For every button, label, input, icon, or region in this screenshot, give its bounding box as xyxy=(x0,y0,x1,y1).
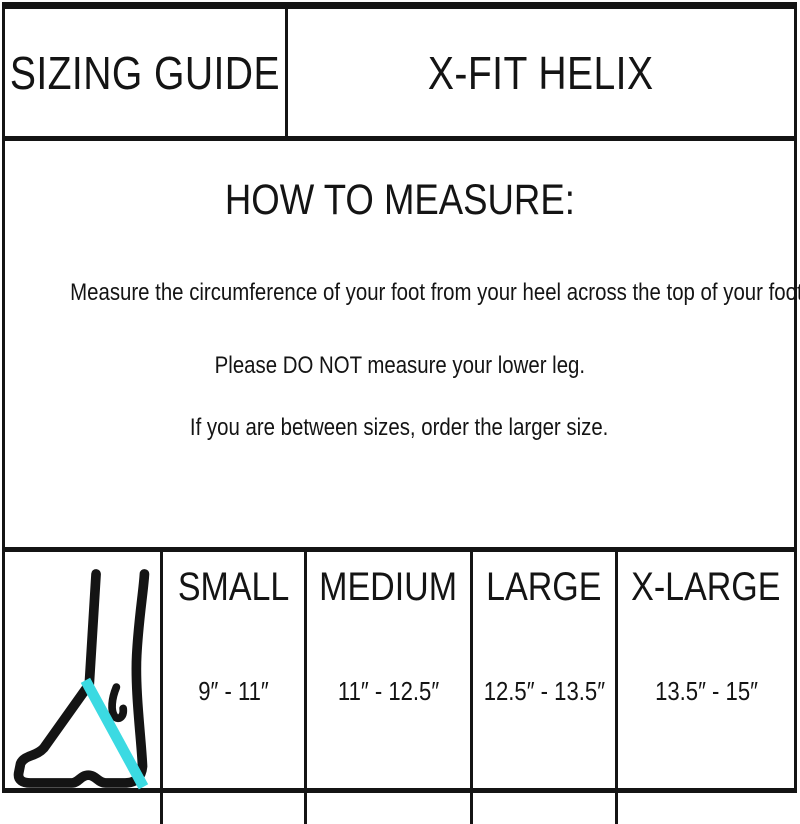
size-range-medium: 11″ - 12.5″ xyxy=(337,676,440,706)
size-column-xlarge: X-LARGE 13.5″ - 15″ xyxy=(618,552,794,824)
measure-instruction-line: Measure the circumference of your foot f… xyxy=(5,279,800,307)
size-column-small: SMALL 9″ - 11″ xyxy=(163,552,308,824)
measure-instruction-line: If you are between sizes, order the larg… xyxy=(5,414,794,442)
sizing-guide-title: SIZING GUIDE xyxy=(9,46,281,99)
product-name-title: X-FIT HELIX xyxy=(428,46,654,99)
how-to-measure-section: HOW TO MEASURE: Measure the circumferenc… xyxy=(5,176,800,552)
sizing-guide-title-cell: SIZING GUIDE xyxy=(5,9,288,136)
size-range-wrap: 9″ - 11″ xyxy=(192,676,275,707)
header-row: SIZING GUIDE X-FIT HELIX xyxy=(5,9,794,141)
foot-outline xyxy=(13,569,149,788)
measure-tape-line xyxy=(80,677,148,790)
size-range-wrap: 12.5″ - 13.5″ xyxy=(473,676,616,707)
measure-instruction-line: Please DO NOT measure your lower leg. xyxy=(5,352,794,380)
size-range-large: 12.5″ - 13.5″ xyxy=(483,676,605,706)
measure-instruction-1: Measure the circumference of your foot f… xyxy=(70,279,800,307)
size-label-xlarge: X-LARGE xyxy=(631,565,781,609)
size-range-small: 9″ - 11″ xyxy=(198,676,269,706)
how-to-measure-heading-wrap: HOW TO MEASURE: xyxy=(5,176,794,224)
size-label-wrap: MEDIUM xyxy=(307,564,469,610)
size-label-small: SMALL xyxy=(177,565,290,609)
ankle-detail xyxy=(107,683,127,723)
size-range-wrap: 13.5″ - 15″ xyxy=(646,676,767,707)
size-range-xlarge: 13.5″ - 15″ xyxy=(654,676,758,706)
size-table: SMALL 9″ - 11″ MEDIUM 11″ - 12.5″ LARGE … xyxy=(5,552,794,824)
size-label-wrap: SMALL xyxy=(168,564,299,610)
size-label-medium: MEDIUM xyxy=(319,565,458,609)
foot-icon-cell xyxy=(5,552,163,824)
how-to-measure-heading: HOW TO MEASURE: xyxy=(224,176,575,224)
size-label-large: LARGE xyxy=(486,565,602,609)
measure-instruction-3: If you are between sizes, order the larg… xyxy=(190,414,609,442)
size-column-medium: MEDIUM 11″ - 12.5″ xyxy=(307,552,473,824)
size-label-wrap: X-LARGE xyxy=(618,564,794,610)
size-label-wrap: LARGE xyxy=(476,564,612,610)
measure-instruction-2: Please DO NOT measure your lower leg. xyxy=(214,352,585,380)
foot-measure-icon xyxy=(13,569,149,790)
size-column-large: LARGE 12.5″ - 13.5″ xyxy=(473,552,619,824)
product-name-cell: X-FIT HELIX xyxy=(288,9,794,136)
size-range-wrap: 11″ - 12.5″ xyxy=(329,676,448,707)
